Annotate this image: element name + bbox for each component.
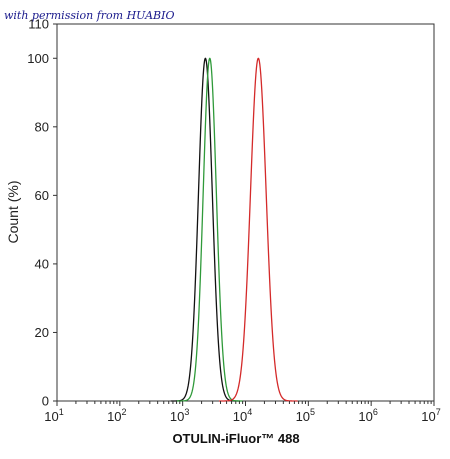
plot-frame: [56, 23, 435, 402]
watermark-text: with permission from HUABIO: [4, 9, 175, 22]
y-tick-label: 110: [28, 17, 49, 32]
x-axis-title: OTULIN-iFluor™ 488: [172, 431, 299, 446]
histogram-curve-3: [218, 57, 298, 402]
y-tick-label: 0: [42, 394, 49, 409]
y-tick-label: 40: [35, 256, 49, 271]
histogram-curve-1: [170, 57, 241, 402]
x-tick-label: 104: [233, 407, 252, 424]
x-tick-label: 102: [107, 407, 126, 424]
y-tick-label: 20: [35, 325, 49, 340]
x-tick-label: 103: [170, 407, 189, 424]
x-tick-label: 101: [44, 407, 63, 424]
y-tick-label: 60: [35, 188, 49, 203]
y-axis-title: Count (%): [5, 180, 21, 243]
y-tick-label: 100: [27, 51, 49, 66]
x-axis: 101 102 103 104 105 106 107: [44, 401, 441, 424]
x-tick-label: 107: [421, 407, 440, 424]
x-tick-label: 105: [296, 407, 315, 424]
series-curves: [170, 57, 298, 402]
y-tick-label: 80: [35, 119, 49, 134]
x-tick-label: 106: [358, 407, 377, 424]
y-axis: 0 20 40 60 80 100 110: [27, 17, 57, 409]
